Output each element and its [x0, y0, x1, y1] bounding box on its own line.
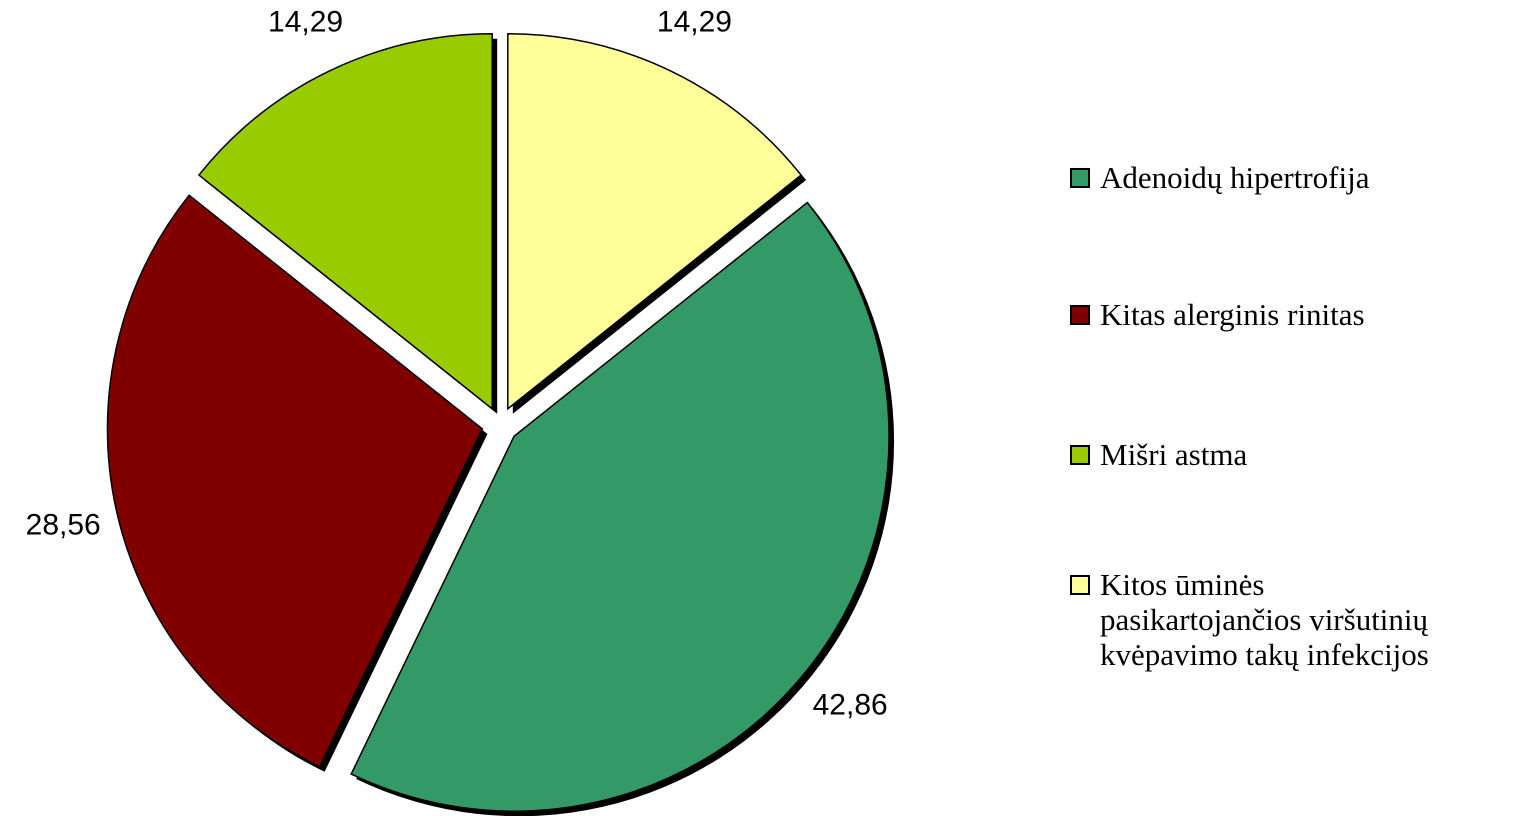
data-label: 14,29 [268, 5, 343, 38]
legend-item: Adenoidų hipertrofija [1070, 160, 1470, 195]
legend-swatch [1070, 305, 1090, 325]
data-label: 28,56 [26, 509, 101, 542]
legend-label: Kitos ūminės pasikartojančios viršutinių… [1100, 567, 1429, 672]
legend-label: Adenoidų hipertrofija [1100, 160, 1370, 195]
legend-label: Mišri astma [1100, 437, 1248, 472]
legend-swatch [1070, 168, 1090, 188]
legend-item: Mišri astma [1070, 437, 1470, 472]
data-label: 42,86 [813, 688, 888, 721]
data-label: 14,29 [657, 5, 732, 38]
slice [350, 201, 890, 812]
slice [106, 194, 484, 768]
legend-swatch [1070, 445, 1090, 465]
legend-item: Kitas alerginis rinitas [1070, 297, 1470, 332]
legend-label: Kitas alerginis rinitas [1100, 297, 1365, 332]
slice [507, 33, 803, 411]
slice [197, 33, 493, 411]
legend-swatch [1070, 575, 1090, 595]
legend-item: Kitos ūminės pasikartojančios viršutinių… [1070, 567, 1470, 672]
